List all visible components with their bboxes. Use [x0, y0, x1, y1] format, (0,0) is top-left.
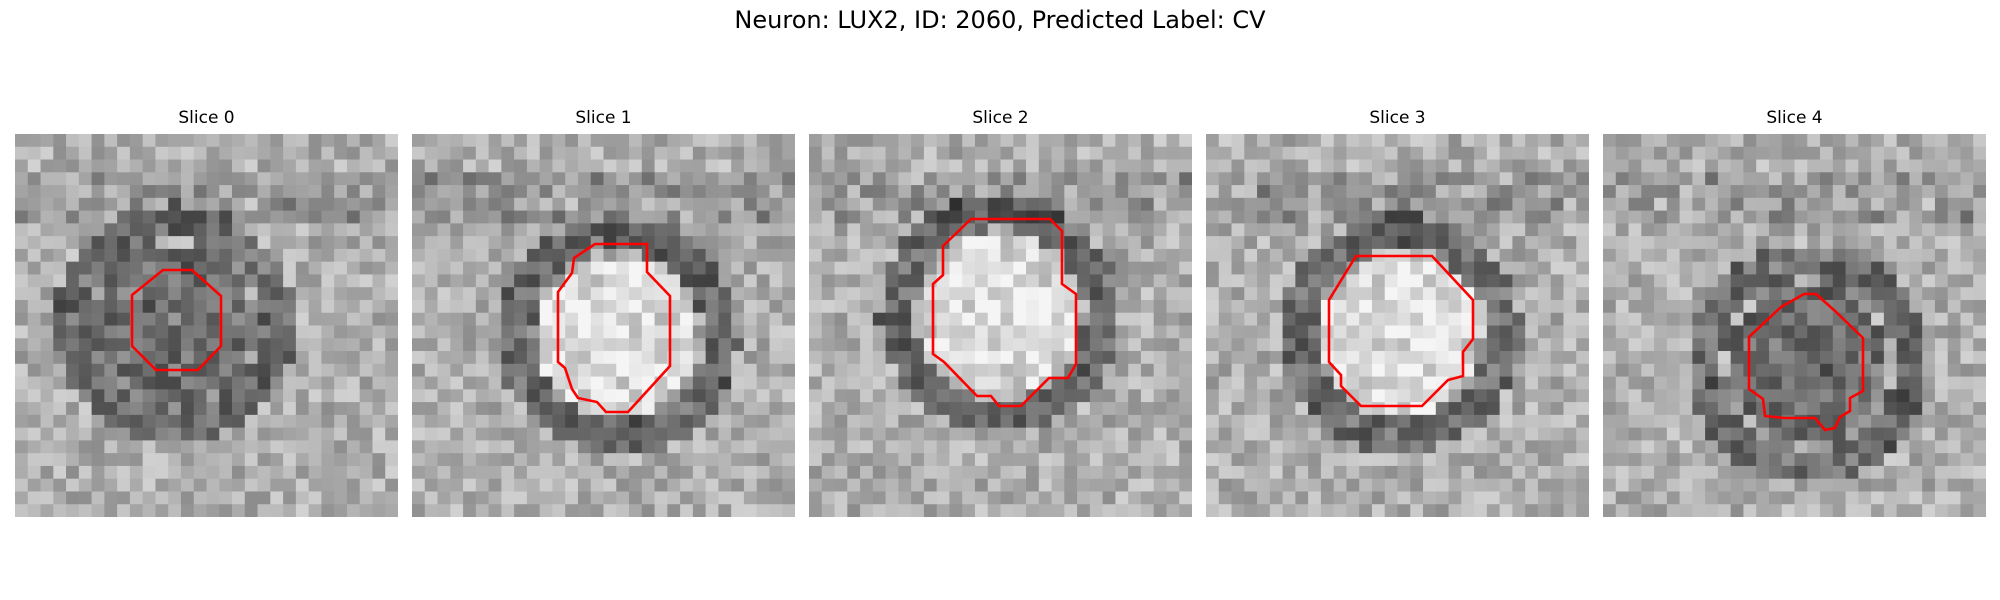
- slice-2-panel: [809, 134, 1192, 517]
- slice-2-title: Slice 2: [972, 108, 1029, 128]
- slice-2-image: [809, 134, 1192, 517]
- slice-3-image: [1206, 134, 1589, 517]
- slice-4-image: [1603, 134, 1986, 517]
- slice-0-panel: [15, 134, 398, 517]
- figure-title: Neuron: LUX2, ID: 2060, Predicted Label:…: [734, 6, 1266, 34]
- slice-0-title: Slice 0: [178, 108, 235, 128]
- slice-4-panel: [1603, 134, 1986, 517]
- slice-0-roi-contour: [130, 268, 223, 372]
- slice-2-roi-contour: [931, 217, 1078, 408]
- slice-1-panel: [412, 134, 795, 517]
- slice-1-image: [412, 134, 795, 517]
- slice-3-roi-contour: [1327, 254, 1475, 408]
- slice-3-title: Slice 3: [1369, 108, 1426, 128]
- slice-0-image: [15, 134, 398, 517]
- slice-1-roi-contour: [556, 242, 672, 414]
- slice-4-roi-contour: [1747, 292, 1865, 432]
- slice-3-panel: [1206, 134, 1589, 517]
- slice-4-title: Slice 4: [1766, 108, 1823, 128]
- slice-1-title: Slice 1: [575, 108, 632, 128]
